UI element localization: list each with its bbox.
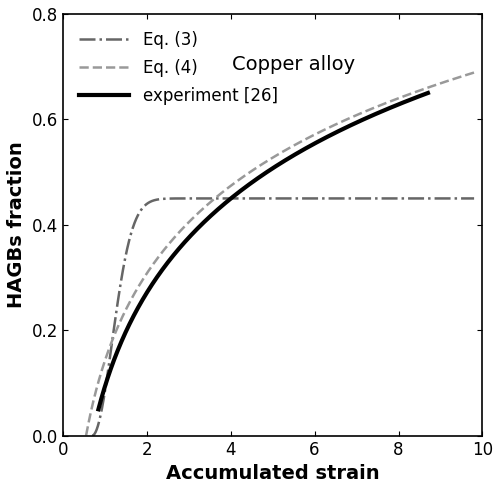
Eq. (4): [422, 86, 428, 92]
Eq. (3): [471, 196, 477, 201]
Eq. (3): [252, 196, 258, 201]
X-axis label: Accumulated strain: Accumulated strain: [166, 464, 380, 483]
Eq. (3): [132, 217, 138, 223]
experiment [26]: [425, 90, 431, 96]
Eq. (3): [89, 433, 95, 439]
Legend: Eq. (3), Eq. (4), experiment [26]: Eq. (3), Eq. (4), experiment [26]: [71, 22, 286, 113]
Eq. (3): [236, 196, 242, 201]
experiment [26]: [129, 316, 135, 322]
experiment [26]: [322, 135, 328, 141]
Eq. (4): [232, 180, 238, 186]
Text: Copper alloy: Copper alloy: [232, 55, 355, 74]
Eq. (3): [262, 196, 268, 201]
Line: experiment [26]: experiment [26]: [98, 93, 428, 409]
Y-axis label: HAGBs fraction: HAGBs fraction: [7, 142, 26, 308]
Line: Eq. (4): Eq. (4): [86, 73, 474, 436]
experiment [26]: [228, 195, 234, 201]
experiment [26]: [240, 186, 246, 192]
experiment [26]: [358, 118, 364, 123]
Eq. (4): [128, 298, 134, 304]
Line: Eq. (3): Eq. (3): [92, 198, 474, 436]
Eq. (3): [422, 196, 428, 201]
Eq. (4): [464, 72, 469, 78]
Eq. (4): [83, 433, 89, 439]
Eq. (4): [150, 261, 156, 267]
Eq. (4): [471, 70, 477, 75]
experiment [26]: [352, 120, 358, 126]
Eq. (3): [156, 196, 162, 202]
experiment [26]: [96, 406, 102, 412]
Eq. (3): [464, 196, 469, 201]
Eq. (4): [248, 168, 254, 174]
